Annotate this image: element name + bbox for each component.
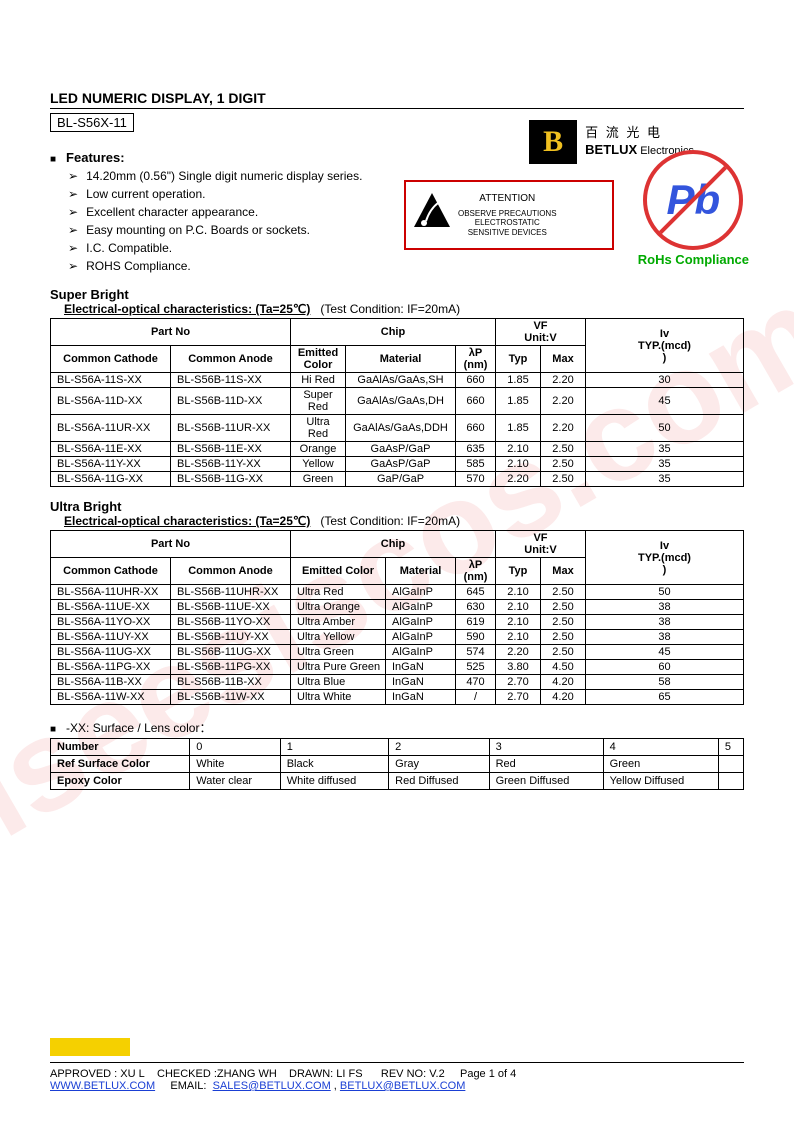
table-row: BL-S56A-11G-XXBL-S56B-11G-XXGreenGaP/GaP… xyxy=(51,472,744,487)
footer-checked: CHECKED :ZHANG WH xyxy=(157,1068,277,1080)
esd-line: SENSITIVE DEVICES xyxy=(458,228,557,238)
esd-icon xyxy=(410,189,454,242)
footer-url[interactable]: WWW.BETLUX.COM xyxy=(50,1080,155,1092)
table-row: BL-S56A-11PG-XXBL-S56B-11PG-XXUltra Pure… xyxy=(51,660,744,675)
ub-title: Ultra Bright xyxy=(50,499,744,514)
footer: APPROVED : XU L CHECKED :ZHANG WH DRAWN:… xyxy=(50,1038,744,1092)
sb-table: Part No Chip VFUnit:V IvTYP.(mcd)) Commo… xyxy=(50,318,744,487)
table-row: BL-S56A-11Y-XXBL-S56B-11Y-XXYellowGaAsP/… xyxy=(51,457,744,472)
footer-rev: REV NO: V.2 xyxy=(381,1068,445,1080)
table-row: BL-S56A-11B-XXBL-S56B-11B-XXUltra BlueIn… xyxy=(51,675,744,690)
footer-drawn: DRAWN: LI FS xyxy=(289,1068,363,1080)
footer-page: Page 1 of 4 xyxy=(460,1068,516,1080)
table-row: BL-S56A-11UY-XXBL-S56B-11UY-XXUltra Yell… xyxy=(51,630,744,645)
sb-sub-b: Electrical-optical characteristics: (Ta=… xyxy=(64,302,310,316)
logo-cn: 百 流 光 电 xyxy=(585,125,694,142)
lens-table: Number012345Ref Surface ColorWhiteBlackG… xyxy=(50,738,744,790)
esd-line: ELECTROSTATIC xyxy=(458,218,557,228)
table-row: BL-S56A-11UG-XXBL-S56B-11UG-XXUltra Gree… xyxy=(51,645,744,660)
ub-sub-b: Electrical-optical characteristics: (Ta=… xyxy=(64,514,310,528)
footer-email-label: EMAIL: xyxy=(170,1080,206,1092)
esd-attention: ATTENTION xyxy=(458,193,557,205)
rohs-badge: Pb RoHs Compliance xyxy=(638,150,749,267)
table-row: BL-S56A-11YO-XXBL-S56B-11YO-XXUltra Ambe… xyxy=(51,615,744,630)
doc-title: LED NUMERIC DISPLAY, 1 DIGIT xyxy=(50,90,744,106)
table-row: BL-S56A-11UR-XXBL-S56B-11UR-XXUltra RedG… xyxy=(51,415,744,442)
yellow-bar-icon xyxy=(50,1038,130,1056)
table-row: BL-S56A-11D-XXBL-S56B-11D-XXSuper RedGaA… xyxy=(51,388,744,415)
table-row: BL-S56A-11E-XXBL-S56B-11E-XXOrangeGaAsP/… xyxy=(51,442,744,457)
ub-table: Part No Chip VFUnit:V IvTYP.(mcd)) Commo… xyxy=(50,530,744,705)
table-row: Epoxy ColorWater clearWhite diffusedRed … xyxy=(51,773,744,790)
lens-heading: -XX: Surface / Lens color： xyxy=(50,719,744,736)
table-row: Ref Surface ColorWhiteBlackGrayRedGreen xyxy=(51,756,744,773)
table-row: BL-S56A-11W-XXBL-S56B-11W-XXUltra WhiteI… xyxy=(51,690,744,705)
rohs-label: RoHs Compliance xyxy=(638,252,749,267)
part-code: BL-S56X-11 xyxy=(50,113,134,132)
esd-warning: ATTENTION OBSERVE PRECAUTIONS ELECTROSTA… xyxy=(404,180,614,250)
footer-email2[interactable]: BETLUX@BETLUX.COM xyxy=(340,1080,465,1092)
sb-sub-r: (Test Condition: IF=20mA) xyxy=(320,302,460,316)
sb-title: Super Bright xyxy=(50,287,744,302)
table-row: Number012345 xyxy=(51,739,744,756)
table-row: BL-S56A-11UHR-XXBL-S56B-11UHR-XXUltra Re… xyxy=(51,585,744,600)
rohs-pb: Pb xyxy=(667,176,721,224)
table-row: BL-S56A-11S-XXBL-S56B-11S-XXHi RedGaAlAs… xyxy=(51,373,744,388)
footer-email1[interactable]: SALES@BETLUX.COM xyxy=(213,1080,331,1092)
ub-sub-r: (Test Condition: IF=20mA) xyxy=(320,514,460,528)
esd-line: OBSERVE PRECAUTIONS xyxy=(458,209,557,219)
table-row: BL-S56A-11UE-XXBL-S56B-11UE-XXUltra Oran… xyxy=(51,600,744,615)
footer-approved: APPROVED : XU L xyxy=(50,1068,145,1080)
